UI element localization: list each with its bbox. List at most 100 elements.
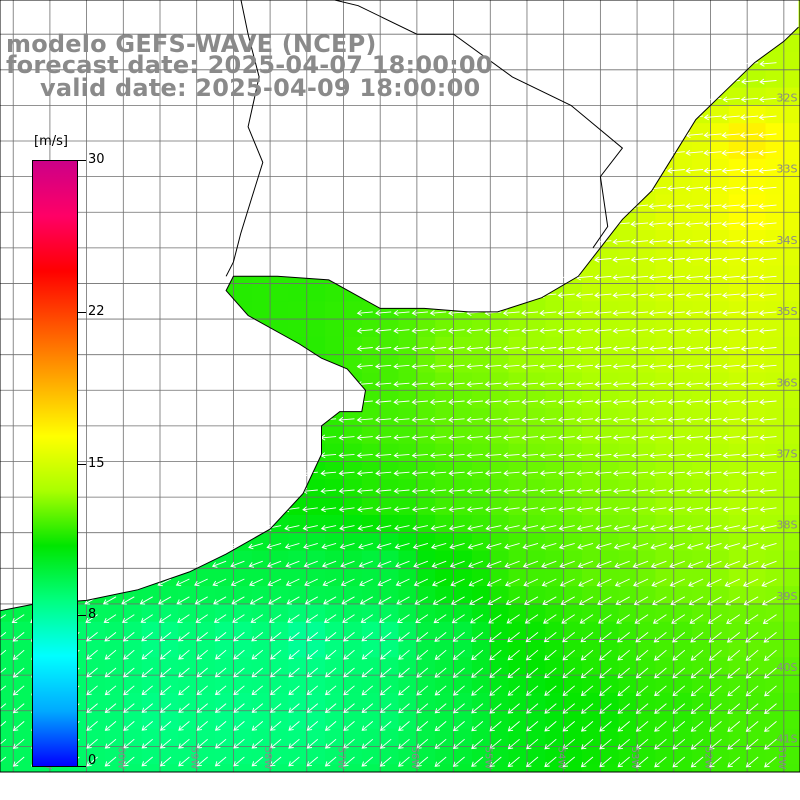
wind-arrow — [668, 542, 685, 550]
wind-cell — [215, 657, 234, 676]
wind-arrow — [488, 614, 502, 624]
wind-arrow — [411, 381, 428, 388]
wind-cell — [673, 550, 693, 569]
wind-cell — [783, 158, 800, 178]
wind-cell — [398, 354, 418, 374]
wind-cell — [416, 568, 436, 587]
wind-cell — [435, 514, 455, 534]
wind-cell — [655, 657, 675, 676]
wind-cell — [453, 621, 473, 641]
wind-arrow — [471, 721, 484, 732]
wind-arrow — [595, 525, 612, 532]
wind-cell — [783, 212, 800, 231]
wind-arrow — [0, 614, 7, 620]
wind-arrow — [758, 256, 777, 263]
wind-arrow — [544, 667, 557, 679]
wind-arrow — [141, 632, 153, 642]
wind-cell — [563, 336, 583, 356]
wind-cell — [178, 586, 198, 605]
wind-cell — [563, 390, 583, 409]
wind-arrow — [398, 667, 410, 678]
wind-cell — [673, 212, 693, 231]
wind-cell — [618, 675, 638, 694]
wind-arrow — [429, 345, 447, 352]
wind-arrow — [356, 363, 373, 370]
wind-arrow — [270, 649, 282, 660]
wind-cell — [747, 354, 767, 374]
wind-arrow — [759, 399, 777, 405]
wind-cell — [508, 621, 528, 641]
wind-arrow — [540, 525, 557, 531]
wind-cell — [105, 621, 124, 641]
wind-arrow — [394, 524, 410, 531]
wind-cell — [692, 443, 711, 463]
wind-cell — [582, 265, 601, 284]
wind-arrow — [320, 524, 337, 531]
wind-cell — [563, 728, 583, 747]
wind-cell — [582, 336, 601, 356]
wind-arrow — [649, 399, 667, 405]
wind-arrow — [269, 721, 282, 731]
wind-arrow — [177, 632, 190, 642]
wind-cell — [398, 692, 418, 712]
wind-arrow — [469, 596, 484, 605]
wind-arrow — [102, 596, 117, 605]
wind-cell — [563, 657, 583, 676]
wind-arrow — [762, 614, 777, 624]
wind-arrow — [393, 506, 410, 513]
wind-cell — [765, 692, 785, 712]
lat-label: 33S — [777, 163, 798, 176]
wind-arrow — [709, 738, 722, 750]
wind-arrow — [690, 703, 704, 715]
wind-arrow — [398, 703, 410, 714]
wind-arrow — [233, 721, 245, 731]
wind-arrow — [667, 470, 685, 477]
wind-arrow — [397, 614, 410, 623]
wind-cell — [178, 764, 198, 772]
wind-arrow — [285, 578, 300, 587]
wind-cell — [398, 728, 418, 747]
lon-label: 51W — [776, 747, 787, 770]
wind-cell — [398, 550, 418, 569]
wind-cell — [728, 657, 748, 676]
wind-cell — [453, 710, 473, 730]
wind-cell — [673, 764, 693, 772]
wind-arrow — [104, 756, 117, 767]
wind-cell — [527, 639, 546, 658]
wind-arrow — [612, 381, 630, 388]
wind-arrow — [486, 560, 502, 569]
wind-cell — [637, 497, 656, 516]
wind-arrow — [740, 203, 759, 210]
wind-arrow — [525, 667, 539, 679]
wind-arrow — [741, 60, 759, 67]
wind-arrow — [557, 434, 575, 441]
title-model: modelo GEFS-WAVE (NCEP) — [6, 30, 377, 58]
wind-arrow — [193, 560, 208, 568]
wind-cell — [86, 692, 106, 712]
wind-cell — [728, 265, 748, 284]
wind-arrow — [324, 685, 337, 696]
wind-arrow — [141, 703, 153, 713]
wind-cell — [343, 746, 363, 765]
wind-arrow — [525, 685, 539, 696]
wind-arrow — [594, 327, 612, 334]
wind-cell — [728, 283, 748, 302]
wind-cell — [692, 247, 711, 267]
wind-cell — [361, 336, 381, 356]
wind-arrow — [484, 327, 502, 334]
wind-cell — [508, 639, 528, 658]
wind-cell — [288, 728, 308, 747]
wind-arrow — [429, 416, 447, 423]
wind-cell — [728, 194, 748, 213]
wind-cell — [343, 532, 363, 552]
wind-cell — [710, 105, 730, 124]
wind-arrow — [489, 703, 502, 714]
wind-cell — [361, 479, 381, 498]
wind-arrow — [489, 721, 502, 732]
wind-arrow — [104, 667, 117, 678]
wind-arrow — [557, 363, 575, 370]
wind-arrow — [612, 416, 630, 423]
wind-cell — [600, 354, 620, 374]
wind-cell — [416, 514, 436, 534]
wind-cell — [600, 764, 620, 772]
